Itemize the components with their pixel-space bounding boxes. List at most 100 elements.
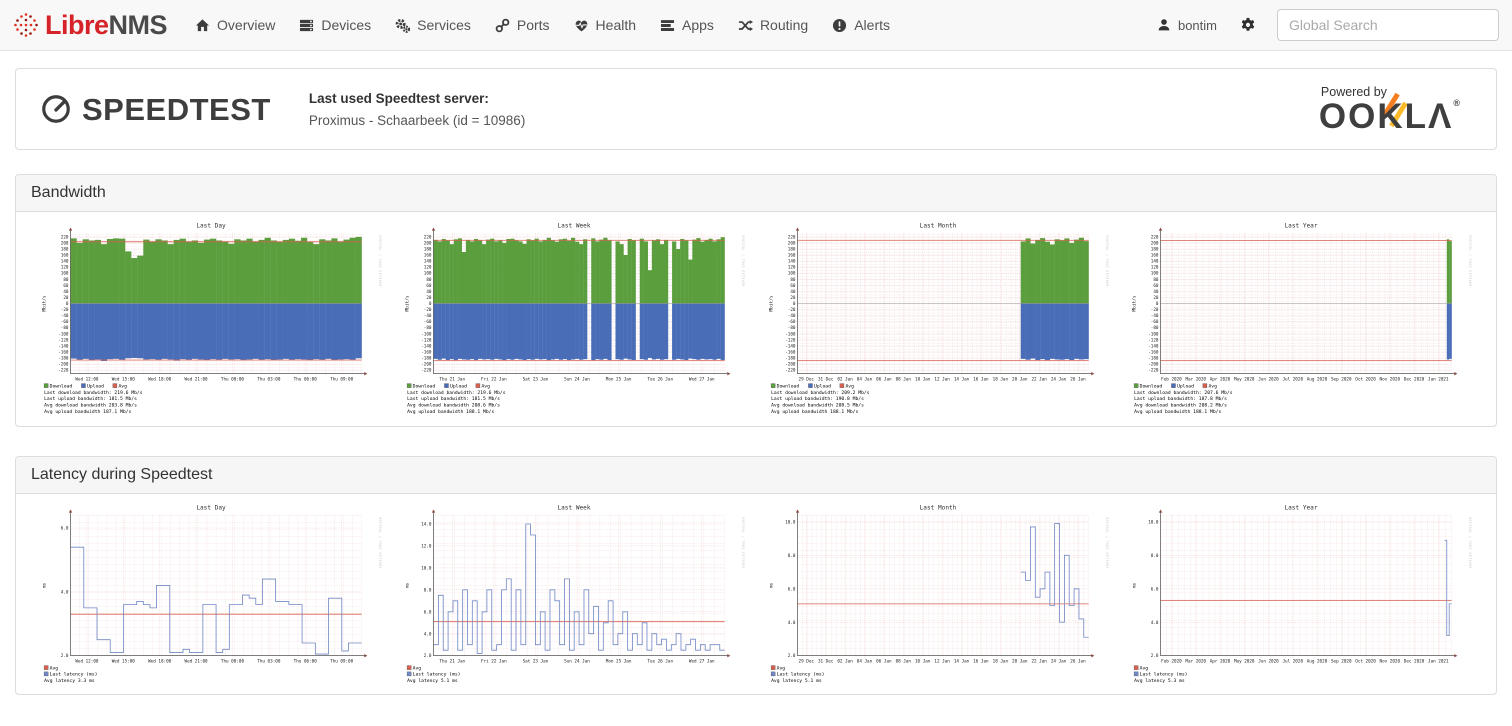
svg-text:Avg latency 5.1 ms: Avg latency 5.1 ms [407,678,458,684]
bandwidth-graph-last-year[interactable]: -220-200-180-160-140-120-100-80-60-40-20… [1130,220,1472,420]
svg-text:12.0: 12.0 [422,543,433,549]
svg-text:-200: -200 [785,362,796,368]
svg-text:-100: -100 [1148,331,1159,337]
speedtest-server-info: Last used Speedtest server: Proximus - S… [309,91,525,128]
settings-gear-button[interactable] [1227,0,1269,51]
nav-item-ports[interactable]: Ports [483,0,562,51]
svg-text:8.0: 8.0 [1151,552,1159,558]
svg-text:RRDTOOL / TOBI OETIKER: RRDTOOL / TOBI OETIKER [1468,235,1472,287]
svg-text:Apr 2020: Apr 2020 [1210,658,1231,664]
latency-panel: Latency during Speedtest 2.04.06.0Wed 12… [15,456,1497,695]
svg-text:Jun 2020: Jun 2020 [1258,658,1279,664]
svg-text:Mar 2020: Mar 2020 [1185,658,1206,664]
svg-text:08 Jan: 08 Jan [895,376,911,382]
svg-text:Wed 18:00: Wed 18:00 [148,658,172,664]
bw-day-svg: -220-200-180-160-140-120-100-80-60-40-20… [40,220,382,420]
nav-item-routing[interactable]: Routing [726,0,820,51]
svg-text:31 Dec: 31 Dec [818,376,834,382]
svg-text:Last upload bandwidth: 190.8 M: Last upload bandwidth: 190.8 Mb/s [771,396,864,402]
svg-text:Mbit/s: Mbit/s [768,295,774,311]
svg-text:May 2020: May 2020 [1234,376,1255,382]
svg-text:160: 160 [1151,253,1159,259]
nav-item-health[interactable]: Health [562,0,648,51]
librenms-logo[interactable]: LibreNMS [13,12,167,39]
svg-text:06 Jan: 06 Jan [876,376,892,382]
svg-text:Jan 2021: Jan 2021 [1428,376,1449,382]
svg-text:Avg download bandwidth 208.6 M: Avg download bandwidth 208.6 Mb/s [407,402,500,408]
bandwidth-graph-last-week[interactable]: -220-200-180-160-140-120-100-80-60-40-20… [403,220,745,420]
apps-icon [660,18,675,33]
ports-icon [495,18,510,33]
lat-month-svg: 2.04.06.08.010.029 Dec31 Dec02 Jan04 Jan… [767,502,1109,688]
svg-text:-60: -60 [61,319,69,325]
nav-item-alerts[interactable]: Alerts [820,0,902,51]
svg-text:22 Jan: 22 Jan [1031,376,1047,382]
svg-text:20: 20 [63,295,69,301]
svg-text:Last upload bandwidth: 181.5 M: Last upload bandwidth: 181.5 Mb/s [44,396,137,402]
svg-text:100: 100 [424,271,432,277]
nav-item-label: Ports [517,17,550,33]
svg-text:-40: -40 [787,313,795,319]
brand-text: LibreNMS [45,12,167,39]
svg-text:Last Week: Last Week [558,504,591,511]
user-menu-button[interactable]: bontim [1147,0,1227,51]
svg-text:Nov 2020: Nov 2020 [1379,658,1400,664]
svg-text:Mbit/s: Mbit/s [1132,295,1138,311]
username-label: bontim [1178,18,1217,33]
svg-text:-120: -120 [422,337,433,343]
svg-text:Upload: Upload [450,383,467,389]
svg-text:Mar 2020: Mar 2020 [1185,376,1206,382]
svg-text:Avg: Avg [413,665,422,671]
svg-text:220: 220 [61,234,69,240]
latency-graph-last-year[interactable]: 2.04.06.08.010.0Feb 2020Mar 2020Apr 2020… [1130,502,1472,688]
nav-item-services[interactable]: Services [383,0,483,51]
svg-text:0: 0 [66,301,69,307]
top-navbar: LibreNMS OverviewDevicesServices Ports Hea… [0,0,1512,51]
svg-text:-100: -100 [422,331,433,337]
svg-text:Avg: Avg [776,665,785,671]
svg-text:220: 220 [787,234,795,240]
nav-item-devices[interactable]: Devices [287,0,383,51]
svg-text:RRDTOOL / TOBI OETIKER: RRDTOOL / TOBI OETIKER [741,235,745,287]
svg-text:Avg upload bandwidth 188.1 Mb/: Avg upload bandwidth 188.1 Mb/s [407,409,494,415]
bandwidth-graph-last-day[interactable]: -220-200-180-160-140-120-100-80-60-40-20… [40,220,382,420]
svg-text:Sat 23 Jan: Sat 23 Jan [523,376,549,382]
svg-text:40: 40 [790,289,796,295]
svg-text:Thu 21 Jan: Thu 21 Jan [440,658,466,664]
svg-text:Upload: Upload [814,383,831,389]
bw-year-svg: -220-200-180-160-140-120-100-80-60-40-20… [1130,220,1472,420]
svg-text:Last Year: Last Year [1284,504,1317,511]
svg-text:02 Jan: 02 Jan [837,376,853,382]
global-search-input[interactable] [1277,9,1499,41]
svg-text:2.0: 2.0 [1151,653,1159,659]
svg-text:Avg upload bandwidth 188.1 Mb/: Avg upload bandwidth 188.1 Mb/s [771,409,858,415]
nav-item-apps[interactable]: Apps [648,0,726,51]
svg-text:Upload: Upload [1177,383,1194,389]
routing-icon [738,18,753,33]
speedtest-logo: SPEEDTEST [40,93,271,125]
svg-text:140: 140 [61,259,69,265]
svg-text:29 Dec: 29 Dec [798,658,814,664]
last-server-label: Last used Speedtest server: [309,91,525,106]
svg-text:60: 60 [427,283,433,289]
svg-text:80: 80 [1153,277,1159,283]
svg-text:120: 120 [61,265,69,271]
svg-text:Avg latency 3.3 ms: Avg latency 3.3 ms [44,678,95,684]
svg-text:RRDTOOL / TOBI OETIKER: RRDTOOL / TOBI OETIKER [378,235,382,287]
svg-text:Download: Download [50,383,73,389]
svg-text:2.0: 2.0 [787,653,795,659]
bandwidth-panel-title: Bandwidth [16,175,1496,212]
latency-graph-last-month[interactable]: 2.04.06.08.010.029 Dec31 Dec02 Jan04 Jan… [767,502,1109,688]
svg-text:RRDTOOL / TOBI OETIKER: RRDTOOL / TOBI OETIKER [1468,517,1472,569]
latency-graph-last-week[interactable]: 2.04.06.08.010.012.014.0Thu 21 JanFri 22… [403,502,745,688]
svg-text:140: 140 [424,259,432,265]
svg-text:Apr 2020: Apr 2020 [1210,376,1231,382]
ookla-wordmark: OOKLΛ® [1319,99,1462,134]
bandwidth-graph-last-month[interactable]: -220-200-180-160-140-120-100-80-60-40-20… [767,220,1109,420]
svg-text:-80: -80 [1151,325,1159,331]
latency-graph-last-day[interactable]: 2.04.06.0Wed 12:00Wed 15:00Wed 18:00Wed … [40,502,382,688]
svg-text:Last Day: Last Day [196,504,226,511]
svg-text:2.0: 2.0 [424,653,432,659]
nav-item-overview[interactable]: Overview [183,0,287,51]
svg-text:60: 60 [790,283,796,289]
